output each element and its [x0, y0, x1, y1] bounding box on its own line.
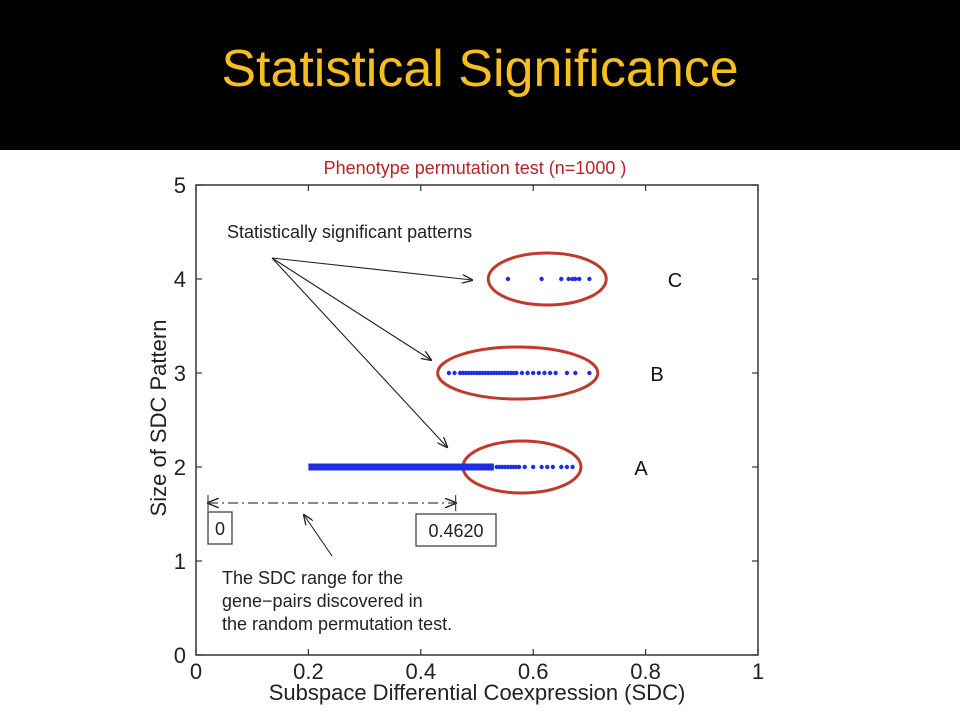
x-tick-label: 1: [752, 659, 764, 684]
data-point: [539, 276, 544, 282]
data-point: [587, 276, 592, 282]
range-end-box: [415, 513, 497, 547]
data-point: [516, 464, 522, 470]
data-point: [559, 464, 564, 470]
y-tick-label: 5: [174, 173, 186, 198]
x-tick-label: 0.4: [406, 659, 437, 684]
data-point: [559, 276, 564, 282]
data-point: [570, 464, 575, 470]
x-tick-label: 0.2: [293, 659, 324, 684]
annotation-arrow: [271, 257, 431, 360]
data-point: [573, 276, 578, 282]
y-tick-label: 2: [174, 455, 186, 480]
y-tick-label: 3: [174, 361, 186, 386]
data-point: [577, 276, 582, 282]
data-point: [446, 370, 452, 376]
data-point: [522, 464, 527, 470]
data-point: [519, 370, 525, 376]
range-start-label: 0: [215, 519, 225, 539]
group-labels: C B A: [634, 270, 682, 480]
range-note-line-3: the random permutation test.: [222, 614, 452, 634]
y-axis: 0 1 2 3 4 5: [174, 173, 758, 668]
data-point: [452, 370, 457, 376]
data-point: [525, 370, 530, 376]
group-label: A: [634, 458, 648, 480]
chart-title: Phenotype permutation test (n=1000 ): [324, 158, 627, 178]
data-point: [536, 370, 542, 376]
data-point: [531, 464, 536, 470]
y-tick-label: 1: [174, 549, 186, 574]
data-point: [564, 464, 570, 470]
data-point: [550, 464, 556, 470]
group-label: B: [650, 364, 663, 386]
data-point-dense-run: [308, 463, 494, 471]
x-tick-label: 0: [190, 659, 202, 684]
range-annotation: 0 0.4620 The SDC range for the gene−pair…: [207, 495, 497, 634]
y-axis-label: Size of SDC Pattern: [146, 320, 171, 517]
x-axis-label: Subspace Differential Coexpression (SDC): [269, 680, 686, 705]
range-note-arrow: [304, 515, 333, 557]
data-point: [539, 464, 544, 470]
plot-frame: [195, 184, 759, 656]
data-point: [566, 276, 571, 282]
data-points: [308, 276, 592, 471]
data-point: [553, 370, 558, 376]
data-point: [545, 464, 550, 470]
significance-ellipse: [486, 251, 608, 307]
range-note-line-1: The SDC range for the: [222, 568, 403, 588]
annotation-arrows: [271, 257, 472, 447]
slide-title: Statistical Significance: [221, 40, 739, 98]
group-label: C: [668, 270, 682, 292]
range-note-line-2: gene−pairs discovered in: [222, 591, 423, 611]
range-start-box: [207, 511, 233, 545]
x-tick-label: 0.6: [518, 659, 549, 684]
title-bar: [0, 0, 960, 150]
significance-ellipse: [436, 345, 600, 401]
x-axis: 0 0.2 0.4 0.6 0.8 1: [190, 185, 764, 684]
data-point: [573, 370, 578, 376]
range-end-label: 0.4620: [428, 521, 483, 541]
data-point: [531, 370, 536, 376]
y-tick-label: 4: [174, 267, 186, 292]
x-tick-label: 0.8: [630, 659, 661, 684]
annotation-arrow: [271, 257, 472, 280]
data-point: [547, 370, 553, 376]
data-point: [505, 276, 511, 282]
y-tick-label: 0: [174, 643, 186, 668]
data-point: [542, 370, 547, 376]
data-point: [514, 370, 519, 376]
data-point: [564, 370, 570, 376]
annotation-arrow: [271, 257, 447, 447]
data-point: [587, 370, 592, 376]
significant-annotation: Statistically significant patterns: [227, 222, 472, 242]
